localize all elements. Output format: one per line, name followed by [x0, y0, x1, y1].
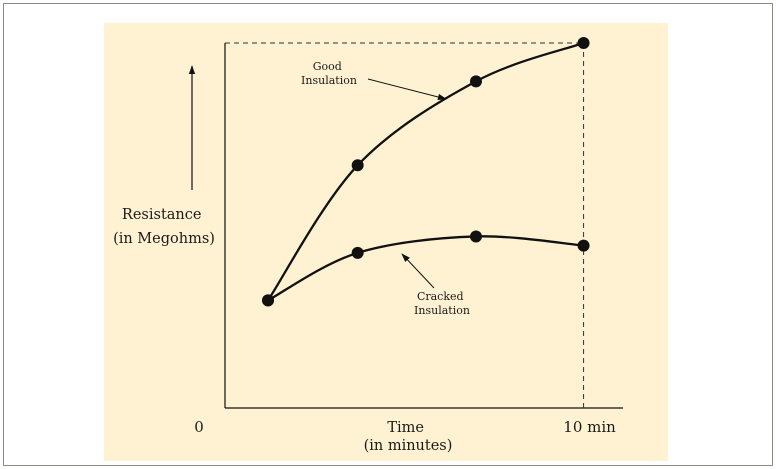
cracked-insulation-label-line-1: Cracked [417, 290, 464, 303]
good-insulation-label-line-2: Insulation [301, 74, 357, 87]
x-tick-label-10-min: 10 min [563, 418, 616, 436]
good-insulation-label-line-1: Good [313, 60, 342, 73]
data-point-good-insulation-2 [351, 159, 364, 172]
data-point-good-insulation-4 [577, 37, 590, 49]
series-line-good-insulation [267, 41, 584, 301]
data-point-cracked-insulation-4 [577, 239, 590, 252]
chart-background [104, 23, 668, 461]
figure-frame [3, 3, 773, 466]
y-axis-label-line-2: (in Megohms) [113, 231, 215, 247]
x-tick-label-0: 0 [194, 418, 204, 436]
data-point-cracked-insulation-2 [351, 246, 364, 259]
cracked-insulation-label-line-2: Insulation [414, 304, 470, 317]
data-point-good-insulation-3 [469, 75, 482, 88]
cracked-insulation-label: Cracked Insulation [414, 290, 470, 317]
data-point-cracked-insulation-3 [469, 230, 482, 243]
data-point-cracked-insulation-1 [262, 294, 275, 307]
cracked-insulation-pointer-arrow [401, 253, 435, 289]
y-axis-label: Resistance (in Megohms) [113, 207, 215, 247]
y-axis-label-line-1: Resistance [122, 207, 202, 223]
good-insulation-pointer-arrow [367, 78, 447, 101]
good-insulation-label: Good Insulation [301, 60, 357, 87]
series-line-cracked-insulation [267, 235, 584, 302]
x-axis-label-line-2: (in minutes) [364, 438, 453, 454]
x-axis-label-line-1: Time [387, 420, 424, 436]
x-axis-label: Time (in minutes) [364, 420, 453, 454]
data-points [262, 37, 590, 307]
